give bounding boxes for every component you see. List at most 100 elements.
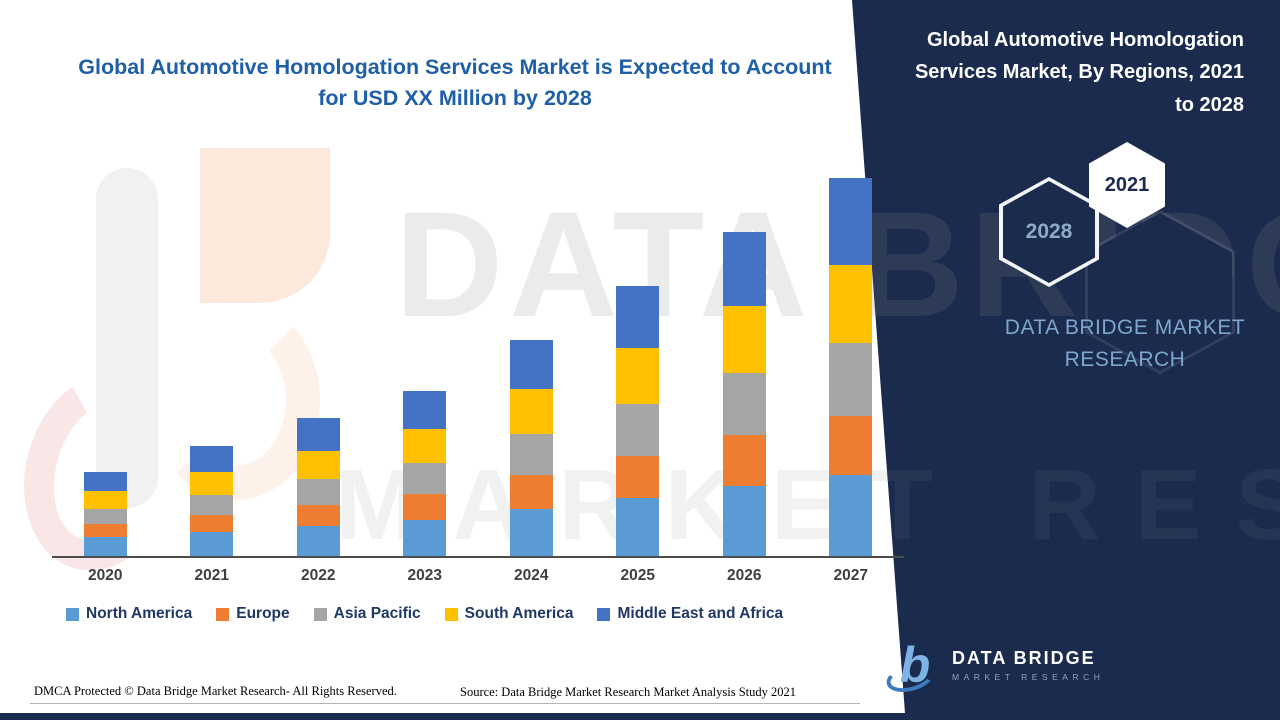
hexagon-2028-label: 2028 xyxy=(1025,220,1073,243)
bar-segment-north-america xyxy=(509,509,553,556)
stacked-bar-2025 xyxy=(616,286,660,556)
legend-label: Asia Pacific xyxy=(333,605,421,622)
logo-subtitle: MARKET RESEARCH xyxy=(952,672,1105,682)
chart-legend: North America Europe Asia Pacific South Ame… xyxy=(52,605,904,623)
bar-segment-asia-pacific xyxy=(403,463,447,494)
bar-segment-south-america xyxy=(190,472,234,495)
legend-item-europe: Europe xyxy=(216,605,290,623)
stacked-bar-2027 xyxy=(829,178,873,556)
bar-segment-south-america xyxy=(509,389,553,434)
bar-segment-asia-pacific xyxy=(616,404,660,456)
x-axis-label-2026: 2026 xyxy=(727,567,762,584)
bar-segment-north-america xyxy=(829,475,873,556)
bar-segment-europe xyxy=(829,416,873,475)
bar-segment-north-america xyxy=(190,532,234,556)
bar-segment-asia-pacific xyxy=(83,509,127,524)
legend-swatch-middle-east-and-africa xyxy=(597,607,611,621)
legend-swatch-north-america xyxy=(66,607,79,621)
stacked-bar-2020 xyxy=(83,472,127,556)
dmca-notice: DMCA Protected © Data Bridge Market Rese… xyxy=(34,684,397,698)
x-axis-label-2025: 2025 xyxy=(620,567,655,584)
stacked-bar-2024 xyxy=(509,340,553,556)
stacked-bar-2021 xyxy=(190,446,234,556)
side-panel-background xyxy=(852,0,1280,720)
legend-label: South America xyxy=(464,605,574,622)
brand-line-2: RESEARCH xyxy=(1064,347,1186,371)
bar-segment-asia-pacific xyxy=(509,434,553,475)
brand-line-1: DATA BRIDGE MARKET xyxy=(1004,316,1246,339)
bar-column-2026 xyxy=(691,176,798,556)
bar-segment-middle-east-and-africa xyxy=(616,286,660,348)
logo-text: DATA BRIDGE MARKET RESEARCH xyxy=(952,648,1104,682)
x-axis-labels: 2020 2021 2022 2023 2024 2025 2026 2027 xyxy=(52,567,904,585)
bar-segment-middle-east-and-africa xyxy=(83,472,127,491)
stacked-bar-chart: 2020 2021 2022 2023 2024 2025 2026 2027 North A… xyxy=(52,176,904,623)
bar-segment-asia-pacific xyxy=(829,343,873,416)
bar-segment-south-america xyxy=(616,348,660,404)
plot-area xyxy=(52,176,904,558)
stacked-bar-2022 xyxy=(296,418,340,556)
bar-segment-north-america xyxy=(296,526,340,556)
chart-title: Global Automotive Homologation Services … xyxy=(78,55,832,111)
bar-segment-europe xyxy=(509,475,553,509)
legend-swatch-south-america xyxy=(444,607,458,621)
source-note: Source: Data Bridge Market Research Mark… xyxy=(460,685,797,699)
bar-segment-europe xyxy=(296,505,340,526)
bar-column-2024 xyxy=(478,176,585,556)
bar-column-2025 xyxy=(585,176,692,556)
bar-segment-europe xyxy=(616,456,660,498)
hexagon-2028: 2028 xyxy=(999,177,1099,287)
legend-item-middle-east-and-africa: Middle East and Africa xyxy=(597,605,783,623)
x-axis-label-2027: 2027 xyxy=(833,567,868,584)
bar-column-2023 xyxy=(372,176,479,556)
bar-segment-south-america xyxy=(722,306,766,373)
legend-item-asia-pacific: Asia Pacific xyxy=(313,605,421,623)
x-axis-label-2024: 2024 xyxy=(514,567,549,584)
bar-segment-asia-pacific xyxy=(722,373,766,435)
bar-segment-europe xyxy=(190,515,234,532)
legend-label: Europe xyxy=(236,605,290,622)
stacked-bar-2023 xyxy=(403,391,447,556)
x-axis-label-2020: 2020 xyxy=(88,567,123,584)
legend-swatch-asia-pacific xyxy=(313,607,327,621)
bar-segment-europe xyxy=(403,494,447,520)
x-axis-label-2022: 2022 xyxy=(301,567,336,584)
company-logo: b DATA BRIDGE MARKET RESEARCH xyxy=(883,636,1104,697)
bar-column-2022 xyxy=(265,176,372,556)
stacked-bar-2026 xyxy=(722,232,766,556)
bar-segment-north-america xyxy=(83,537,127,556)
bar-segment-europe xyxy=(722,435,766,486)
bar-segment-asia-pacific xyxy=(190,495,234,515)
bar-column-2021 xyxy=(159,176,266,556)
bar-segment-north-america xyxy=(403,520,447,556)
bar-segment-asia-pacific xyxy=(296,479,340,505)
legend-swatch-europe xyxy=(216,607,230,621)
bar-segment-south-america xyxy=(403,429,447,463)
footer-divider xyxy=(30,703,860,704)
bar-segment-north-america xyxy=(722,486,766,556)
x-axis-label-2023: 2023 xyxy=(407,567,442,584)
logo-title: DATA BRIDGE xyxy=(952,648,1096,668)
bar-segment-middle-east-and-africa xyxy=(509,340,553,389)
legend-label: Middle East and Africa xyxy=(617,605,784,622)
bottom-accent-bar xyxy=(0,713,1280,720)
bar-segment-middle-east-and-africa xyxy=(296,418,340,451)
hexagon-2021-label: 2021 xyxy=(1104,173,1150,196)
bar-segment-middle-east-and-africa xyxy=(403,391,447,429)
bar-segment-middle-east-and-africa xyxy=(190,446,234,472)
bar-column-2027 xyxy=(798,176,905,556)
legend-item-north-america: North America xyxy=(66,605,192,623)
bar-segment-middle-east-and-africa xyxy=(829,178,873,265)
x-axis-label-2021: 2021 xyxy=(194,567,229,584)
legend-item-south-america: South America xyxy=(444,605,574,623)
bar-segment-south-america xyxy=(829,265,873,343)
panel-heading: Global Automotive Homologation Services … xyxy=(914,29,1244,116)
bar-column-2020 xyxy=(52,176,159,556)
bar-segment-europe xyxy=(83,524,127,537)
bar-segment-south-america xyxy=(83,491,127,509)
bar-segment-middle-east-and-africa xyxy=(722,232,766,306)
brand-text: DATA BRIDGE MARKET RESEARCH xyxy=(960,312,1280,375)
legend-label: North America xyxy=(86,605,193,622)
logo-b-icon: b xyxy=(883,636,942,697)
